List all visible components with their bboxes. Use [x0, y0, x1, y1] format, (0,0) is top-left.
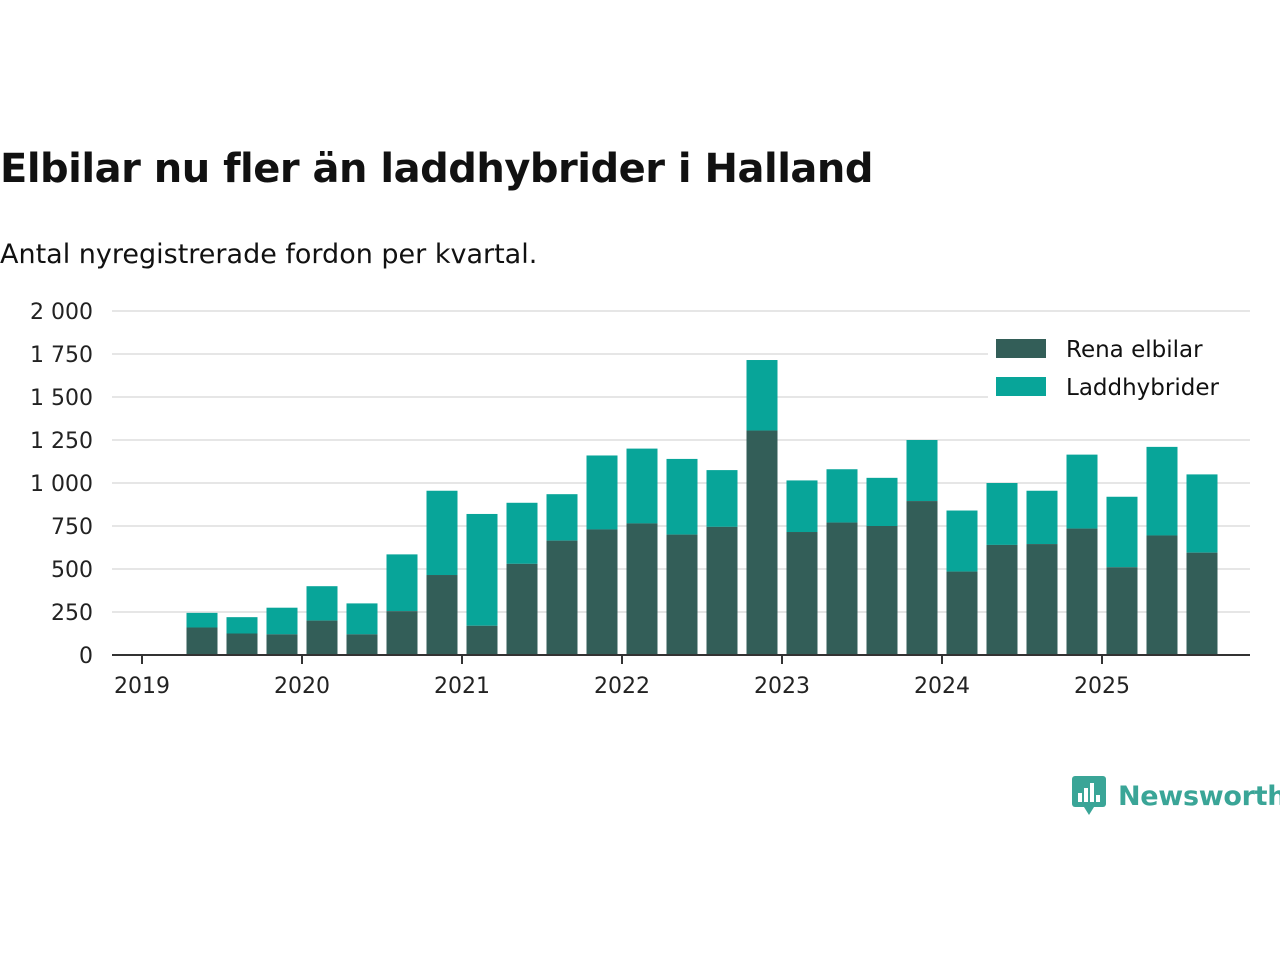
x-tick-label: 2020 [274, 674, 330, 699]
bar-rena-elbilar [706, 526, 738, 655]
bar-laddhybrider [986, 483, 1018, 545]
bar-rena-elbilar [466, 625, 498, 655]
bar-rena-elbilar [386, 611, 418, 655]
bar-laddhybrider [186, 612, 218, 628]
bar-rena-elbilar [1066, 528, 1098, 655]
x-tick-label: 2021 [434, 674, 490, 699]
brand-name: Newsworthy [1118, 780, 1280, 812]
bar-laddhybrider [786, 480, 818, 533]
bar-rena-elbilar [306, 620, 338, 655]
legend: Rena elbilar Laddhybrider [988, 330, 1250, 401]
y-tick-label: 250 [51, 601, 93, 626]
bar-laddhybrider [586, 455, 618, 530]
bar-rena-elbilar [626, 523, 658, 655]
bar-laddhybrider [866, 477, 898, 526]
bar-laddhybrider [706, 470, 738, 527]
y-tick-label: 1 000 [30, 472, 93, 497]
chart-subtitle: Antal nyregistrerade fordon per kvartal. [0, 239, 538, 270]
bar-rena-elbilar [226, 633, 258, 655]
bar-laddhybrider [1146, 446, 1178, 536]
y-tick-label: 500 [51, 558, 93, 583]
y-tick-label: 1 750 [30, 343, 93, 368]
bar-rena-elbilar [546, 540, 578, 655]
y-axis-labels: 0 250 500 750 1 000 1 250 1 500 1 750 2 000 [30, 300, 93, 669]
x-tick-label: 2019 [114, 674, 170, 699]
bars [186, 360, 1218, 655]
bar-rena-elbilar [506, 563, 538, 655]
bar-laddhybrider [346, 603, 378, 635]
bar-rena-elbilar [1026, 544, 1058, 655]
bar-rena-elbilar [586, 529, 618, 655]
legend-label-laddhybrider: Laddhybrider [1066, 375, 1219, 401]
x-tick-label: 2023 [754, 674, 810, 699]
legend-swatch-laddhybrider [996, 377, 1046, 396]
bar-rena-elbilar [986, 544, 1018, 655]
bar-laddhybrider [666, 458, 698, 535]
bar-laddhybrider [826, 469, 858, 523]
legend-swatch-rena-elbilar [996, 339, 1046, 358]
bar-rena-elbilar [666, 534, 698, 655]
bar-laddhybrider [466, 513, 498, 626]
chart-title: Elbilar nu fler än laddhybrider i Hallan… [0, 146, 874, 192]
bar-laddhybrider [226, 617, 258, 634]
y-tick-label: 1 250 [30, 429, 93, 454]
x-tick-label: 2024 [914, 674, 970, 699]
bar-rena-elbilar [786, 532, 818, 655]
newsworthy-logo-icon [1072, 776, 1106, 815]
bar-laddhybrider [1066, 454, 1098, 529]
bar-rena-elbilar [426, 575, 458, 655]
bar-laddhybrider [1186, 474, 1218, 553]
bar-laddhybrider [426, 490, 458, 576]
bar-laddhybrider [266, 607, 298, 635]
bar-rena-elbilar [866, 526, 898, 655]
bar-laddhybrider [306, 586, 338, 621]
bar-rena-elbilar [826, 522, 858, 655]
bar-rena-elbilar [1186, 552, 1218, 655]
x-tick-label: 2022 [594, 674, 650, 699]
bar-rena-elbilar [906, 501, 938, 655]
y-tick-label: 1 500 [30, 386, 93, 411]
bar-laddhybrider [946, 510, 978, 572]
bar-rena-elbilar [186, 627, 218, 655]
bar-laddhybrider [506, 502, 538, 564]
x-tick-label: 2025 [1074, 674, 1130, 699]
y-tick-label: 2 000 [30, 300, 93, 325]
bar-rena-elbilar [946, 571, 978, 655]
y-tick-label: 750 [51, 515, 93, 540]
bar-laddhybrider [746, 360, 778, 431]
bar-laddhybrider [546, 494, 578, 541]
bar-rena-elbilar [346, 634, 378, 655]
bar-rena-elbilar [1106, 567, 1138, 655]
bar-rena-elbilar [1146, 535, 1178, 655]
bar-laddhybrider [626, 448, 658, 524]
bar-laddhybrider [1026, 490, 1058, 545]
legend-label-rena-elbilar: Rena elbilar [1066, 337, 1203, 363]
bar-rena-elbilar [746, 430, 778, 655]
newsworthy-brand: Newsworthy [1072, 776, 1280, 816]
x-axis: 2019 2020 2021 2022 2023 2024 2025 [112, 654, 1250, 699]
stacked-bar-chart: 0 250 500 750 1 000 1 250 1 500 1 750 2 000 2019… [30, 300, 1250, 699]
bar-laddhybrider [906, 440, 938, 502]
y-tick-label: 0 [79, 644, 93, 669]
bar-rena-elbilar [266, 634, 298, 655]
bar-laddhybrider [1106, 496, 1138, 568]
bar-laddhybrider [386, 554, 418, 612]
